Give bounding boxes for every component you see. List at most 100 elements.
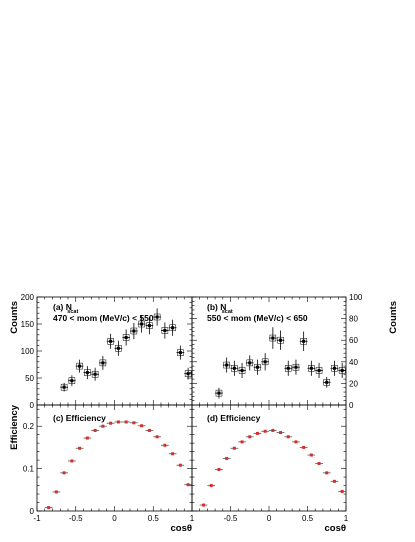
panel-a-sys-box: [122, 334, 130, 341]
panel-d-data-point: [248, 435, 252, 439]
panel-b-sys-box: [238, 367, 246, 374]
panel-a-sys-box: [146, 322, 153, 329]
panel-a-data-point: [116, 346, 120, 350]
panel-c-data-point: [155, 435, 159, 439]
panel-b-title: (b) N scat: [207, 302, 233, 315]
panel-a-subtitle: 470 < mom (MeV/c) < 550: [53, 313, 154, 323]
panel-a-data-point: [163, 328, 167, 332]
panel-c-data-point: [171, 452, 175, 456]
panel-a-y-tick-label: 100: [21, 347, 35, 356]
panel-b-data-point: [286, 366, 290, 370]
panel-b-sys-box: [300, 338, 307, 345]
panel-b-sys-box: [269, 334, 277, 342]
panel-a-sys-box: [138, 320, 145, 328]
panel-b-sys-box: [254, 363, 261, 371]
panel-a-data-point: [93, 372, 97, 376]
panel-c-data-point: [78, 446, 82, 450]
panel-c-data-point: [54, 490, 58, 494]
panel-c-x-tick-label: 0.5: [148, 514, 160, 523]
panel-c-title: (c) Efficiency: [53, 413, 106, 423]
x-axis-title-left: cosθ: [170, 523, 192, 534]
panel-b-title-main: (b) N: [207, 302, 226, 312]
panel-d-data-point: [294, 440, 298, 444]
panel-a-sys-box: [115, 345, 122, 352]
panel-d-data-point: [286, 435, 290, 439]
panel-d-data-point: [309, 453, 313, 457]
panel-c-y-tick-label: 0: [30, 507, 35, 516]
panel-a-data-point: [70, 379, 74, 383]
panel-c-data-point: [101, 424, 105, 428]
panel-a-sys-box: [91, 370, 99, 378]
panel-b-sys-box: [315, 367, 323, 374]
panel-d-data-point: [302, 445, 306, 449]
panel-c-y-tick-label: 0.1: [23, 465, 35, 474]
panel-d-data-point: [317, 462, 321, 466]
panel-a-sys-box: [68, 377, 76, 384]
panel-d-data-point: [279, 431, 283, 435]
panel-a-sys-box: [153, 313, 161, 321]
panel-b-data-point: [232, 366, 236, 370]
panel-d-title: (d) Efficiency: [207, 413, 261, 423]
panel-b-data-point: [271, 336, 275, 340]
panel-c-data-point: [132, 421, 136, 425]
panel-a-sys-box: [76, 362, 83, 370]
x-axis-title-right: cosθ: [324, 523, 346, 534]
panel-b-data-point: [255, 365, 259, 369]
panel-b-sys-box: [231, 365, 238, 372]
panel-d-x-tick-label: 0.5: [302, 514, 314, 523]
panel-b-data-point: [317, 368, 321, 372]
panel-d-data-point: [217, 467, 221, 471]
panel-b-data-point: [248, 361, 252, 365]
left-y-axis-title: Counts: [9, 301, 20, 334]
panel-d-data-point: [240, 440, 244, 444]
panel-a-sys-box: [84, 369, 91, 376]
bottom-y-axis-title: Efficiency: [9, 404, 20, 450]
panel-a-title: (a) N scat: [53, 302, 78, 315]
panel-a-sys-box: [177, 349, 184, 356]
panel-a-data-point: [101, 361, 105, 365]
panel-c-data-point: [163, 443, 167, 447]
panel-b-sys-box: [285, 365, 292, 372]
panel-b-y-tick-label: 60: [349, 336, 358, 345]
panel-b-data-point: [302, 339, 306, 343]
panel-a-data-point: [132, 329, 136, 333]
panel-c-data-point: [70, 459, 74, 463]
panel-d-data-point: [202, 503, 206, 507]
panel-a-sys-box: [184, 370, 192, 377]
panel-b-sys-box: [277, 336, 284, 344]
panel-b-data-point: [309, 366, 313, 370]
panel-b-data-point: [217, 391, 221, 395]
panel-b-sys-box: [308, 365, 315, 372]
panel-a-data-point: [147, 324, 151, 328]
panel-b-sys-box: [292, 363, 300, 371]
panel-b-data-point: [340, 368, 344, 372]
panel-a-sys-box: [169, 324, 176, 332]
panel-c-x-tick-label: 1: [190, 514, 195, 523]
panel-d-data-point: [263, 429, 267, 433]
panel-a-y-tick-label: 200: [21, 293, 35, 302]
panel-b-subtitle: 550 < mom (MeV/c) < 650: [207, 313, 308, 323]
panel-a-sys-box: [107, 338, 114, 345]
panel-d-data-point: [332, 479, 336, 483]
panel-d-data-point: [340, 489, 344, 493]
panel-a-data-point: [155, 315, 159, 319]
panel-b-y-tick-label: 100: [349, 293, 363, 302]
panel-b-data-point: [325, 380, 329, 384]
panel-b-sys-box: [331, 365, 338, 372]
panel-c-data-point: [47, 506, 51, 510]
right-y-axis-title: Counts: [388, 301, 399, 334]
panel-a-data-point: [124, 336, 128, 339]
panel-a-sys-box: [130, 327, 138, 335]
panel-b-data-point: [225, 363, 229, 367]
panel-a-title-sup: scat: [67, 309, 78, 315]
panel-d-data-point: [271, 428, 275, 432]
panel-a-data-point: [109, 339, 113, 343]
panel-b-sys-box: [261, 358, 269, 366]
panel-c-x-tick-label: 0: [112, 514, 117, 523]
panel-c-x-tick-label: -0.5: [69, 514, 83, 523]
panel-b-y-tick-label: 40: [349, 358, 358, 367]
panel-d-data-point: [325, 471, 329, 475]
panel-a-sys-box: [99, 359, 107, 367]
